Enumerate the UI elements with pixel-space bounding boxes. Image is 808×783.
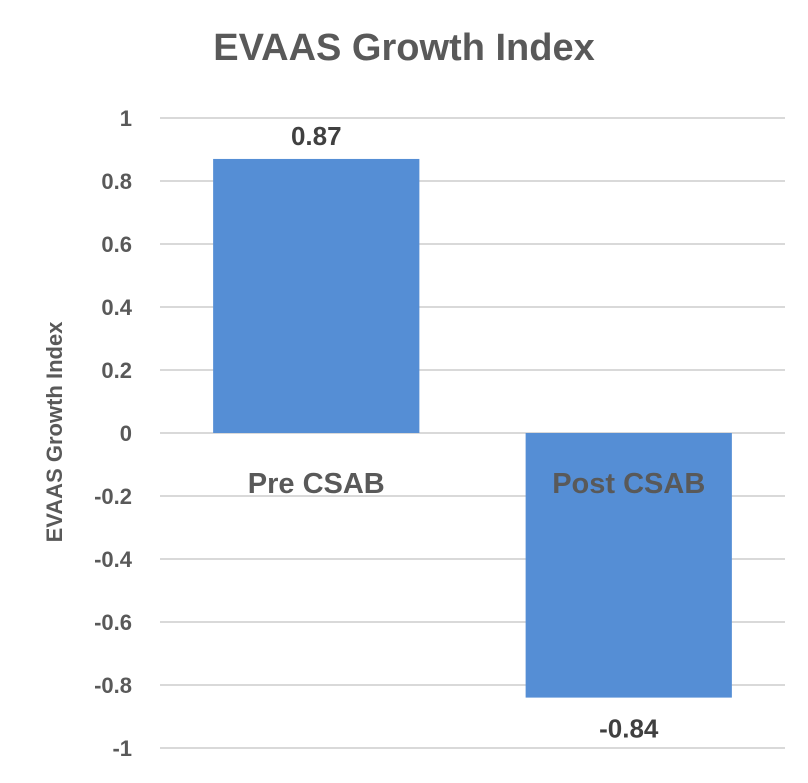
y-tick-label: -0.8 <box>94 673 132 698</box>
labels: 0.87 Pre CSAB -0.84 Post CSAB <box>248 121 706 744</box>
bars <box>213 158 732 698</box>
y-tick-label: 1 <box>120 106 132 131</box>
y-tick-label: 0.4 <box>101 295 132 320</box>
data-label: -0.84 <box>599 714 659 744</box>
x-category-label: Post CSAB <box>552 468 705 500</box>
y-tick-label: 0.8 <box>101 169 132 194</box>
y-axis-ticks: 1 0.8 0.6 0.4 0.2 0 -0.2 -0.4 -0.6 -0.8 -1 <box>94 106 133 761</box>
y-tick-label: -0.6 <box>94 610 132 635</box>
y-tick-label: 0.6 <box>101 232 132 257</box>
y-axis-title: EVAAS Growth Index <box>42 321 67 543</box>
bar-post-csab <box>525 433 732 698</box>
x-category-label: Pre CSAB <box>248 468 385 500</box>
data-label: 0.87 <box>291 121 342 151</box>
y-tick-label: 0.2 <box>101 358 132 383</box>
y-tick-label: -1 <box>112 736 132 761</box>
y-tick-label: 0 <box>120 421 132 446</box>
bar-pre-csab <box>213 158 420 433</box>
chart-title: EVAAS Growth Index <box>213 27 594 69</box>
y-tick-label: -0.2 <box>94 484 132 509</box>
y-tick-label: -0.4 <box>94 547 133 572</box>
